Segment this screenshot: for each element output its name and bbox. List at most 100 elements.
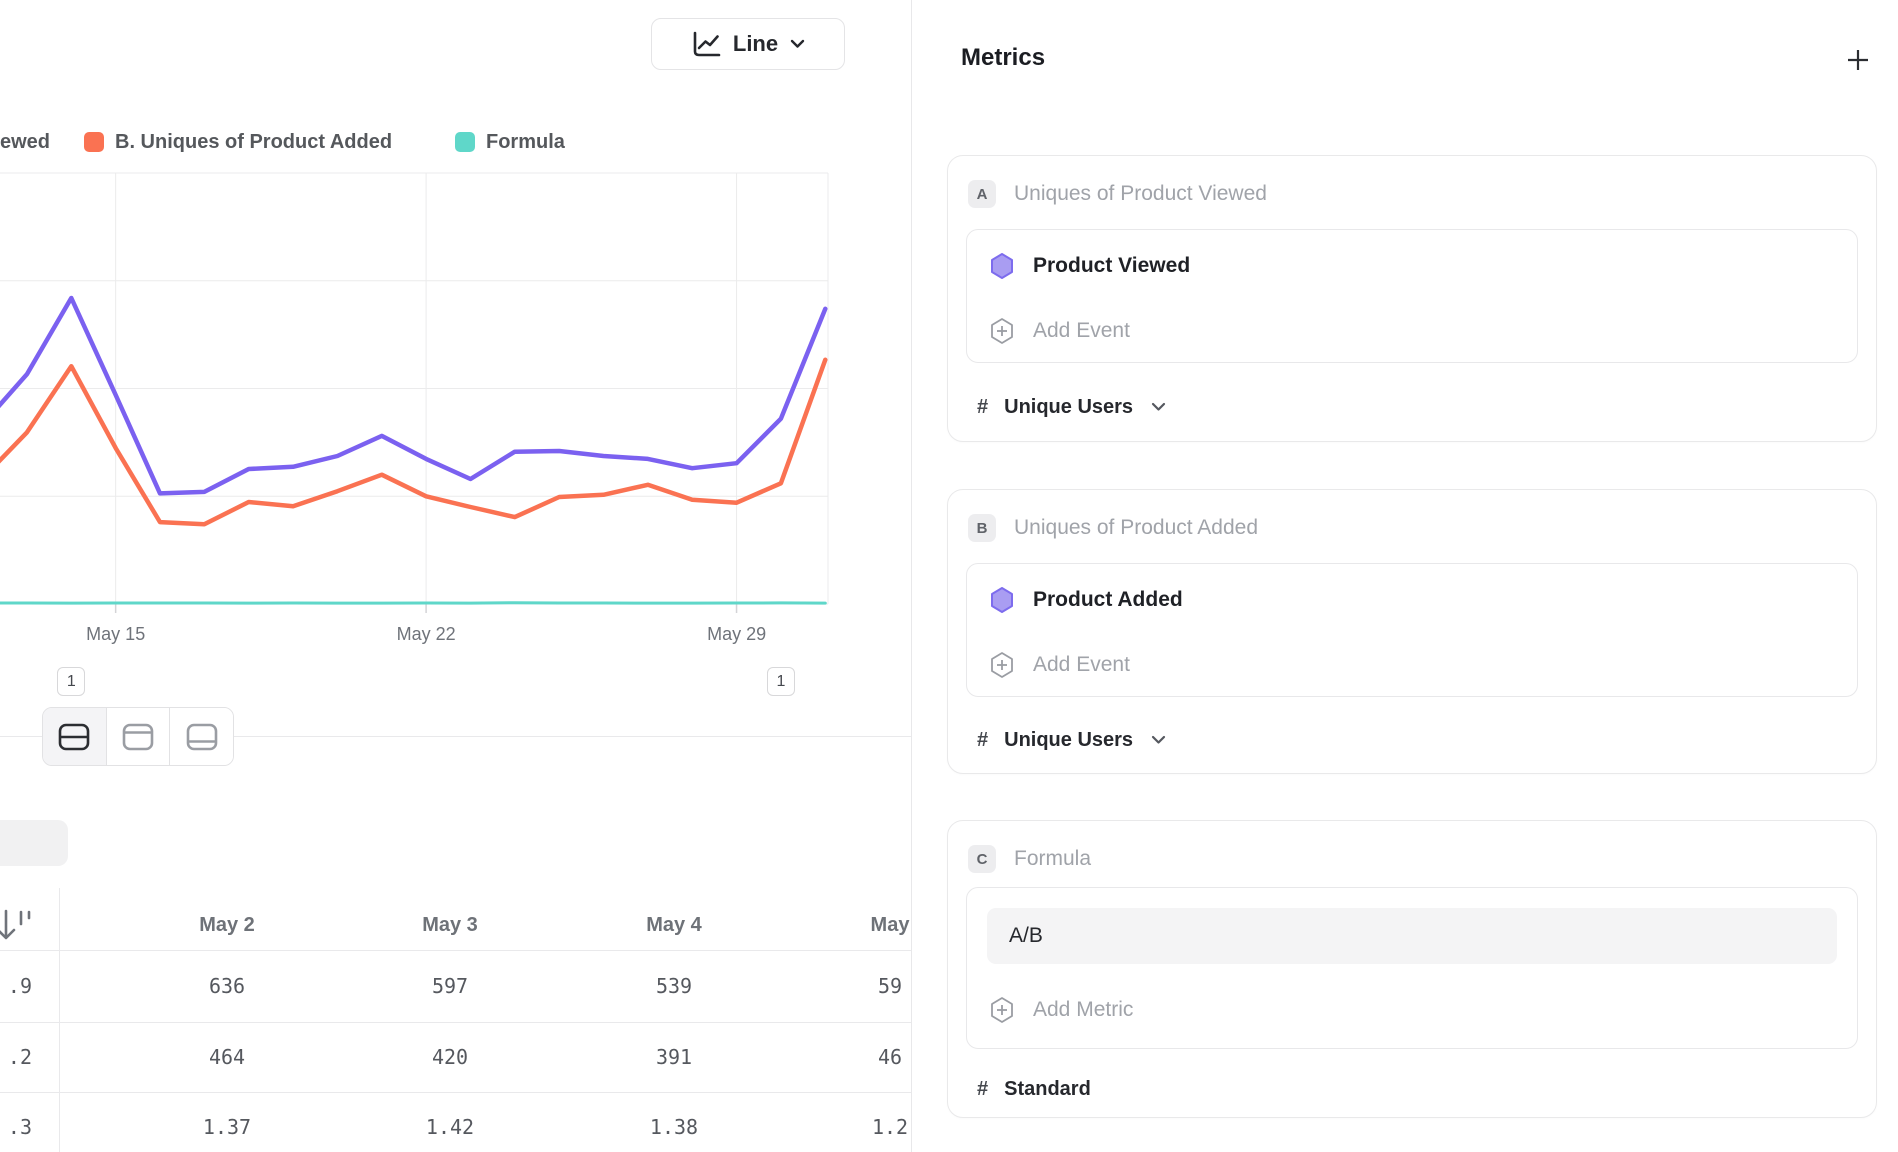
metric-card-b: B Uniques of Product Added Product Added	[947, 489, 1877, 774]
measure-selector[interactable]: # Unique Users	[977, 725, 1166, 755]
metrics-panel-title: Metrics	[961, 44, 1046, 71]
layout-split-button[interactable]	[43, 708, 106, 765]
add-metric-button[interactable]: Add Metric	[967, 988, 1857, 1032]
legend-item[interactable]: ewed	[0, 129, 50, 155]
series-line-a	[0, 295, 828, 496]
formula-input[interactable]: A/B	[987, 908, 1837, 964]
table-cell: 1.2	[871, 1115, 909, 1139]
legend-item[interactable]: B. Uniques of Product Added	[84, 129, 392, 155]
table-row-divider	[0, 1092, 911, 1093]
chart-type-dropdown[interactable]: Line	[651, 18, 845, 70]
metric-letter-badge: A	[968, 180, 996, 208]
event-hexagon-icon	[991, 253, 1013, 279]
layout-chart-bottom-button[interactable]	[169, 708, 233, 765]
line-chart-icon	[693, 31, 721, 56]
add-event-button[interactable]: Add Event	[967, 309, 1857, 353]
table-row-divider	[0, 950, 911, 951]
table-column-header[interactable]: May	[870, 914, 910, 936]
annotation-chip[interactable]: 1	[57, 667, 86, 696]
metric-card-title: Formula	[1014, 847, 1092, 870]
table-corner-chip[interactable]	[0, 820, 68, 866]
metric-letter-badge: B	[968, 514, 996, 542]
measure-selector[interactable]: # Standard	[977, 1074, 1091, 1104]
formula-group: A/B Add Metric	[966, 887, 1858, 1049]
table-row-divider	[0, 1022, 911, 1023]
event-hexagon-icon	[991, 587, 1013, 613]
add-event-label: Add Event	[1033, 319, 1130, 342]
table-column-divider	[59, 888, 60, 1152]
bottom-band-view-icon	[186, 723, 217, 750]
legend-item[interactable]: Formula	[455, 129, 565, 155]
legend-label: Formula	[486, 130, 565, 153]
hash-icon: #	[977, 395, 989, 418]
hash-icon: #	[977, 1077, 989, 1100]
measure-label: Standard	[1004, 1077, 1091, 1100]
table-cell: 1.37	[202, 1115, 252, 1139]
table-cell: 539	[655, 974, 693, 998]
chart-type-label: Line	[732, 31, 779, 56]
layout-toggle-group	[42, 707, 234, 766]
event-name: Product Added	[1033, 588, 1183, 611]
x-axis-label: May 22	[396, 624, 456, 644]
sort-descending-button[interactable]	[0, 907, 34, 943]
table-row-label-fragment: .3	[7, 1115, 32, 1139]
add-event-label: Add Event	[1033, 653, 1130, 676]
series-line-b	[0, 357, 828, 527]
chart-legend: ewed B. Uniques of Product Added Formula	[0, 129, 911, 155]
metrics-panel: Metrics A Uniques of Product Viewed Prod…	[912, 0, 1898, 1152]
chevron-down-icon	[1151, 402, 1166, 412]
event-row[interactable]: Product Added	[967, 578, 1857, 622]
sort-descending-icon	[0, 909, 31, 940]
add-event-button[interactable]: Add Event	[967, 643, 1857, 687]
add-metric-plus-button[interactable]	[1844, 46, 1872, 74]
event-row[interactable]: Product Viewed	[967, 244, 1857, 288]
table-row-label-fragment: .2	[7, 1045, 32, 1069]
legend-label: B. Uniques of Product Added	[115, 130, 393, 153]
section-divider	[0, 736, 911, 737]
table-cell: 464	[208, 1045, 246, 1069]
table-cell: 1.42	[425, 1115, 475, 1139]
table-cell: 391	[655, 1045, 693, 1069]
table-cell: 420	[431, 1045, 469, 1069]
table-column-header[interactable]: May 2	[199, 914, 255, 936]
add-event-hexagon-icon	[991, 652, 1013, 678]
annotation-chip[interactable]: 1	[766, 667, 795, 696]
x-axis-label: May 29	[707, 624, 767, 644]
plus-icon	[1848, 50, 1868, 70]
chevron-down-icon	[790, 39, 805, 48]
legend-label: ewed	[0, 130, 51, 153]
metric-letter-badge: C	[968, 845, 996, 873]
table-cell: 59	[877, 974, 903, 998]
table-cell: 1.38	[649, 1115, 699, 1139]
split-view-icon	[59, 723, 90, 750]
event-name: Product Viewed	[1033, 254, 1191, 277]
table-row-label-fragment: .9	[7, 974, 32, 998]
hash-icon: #	[977, 728, 989, 751]
metric-card-title: Uniques of Product Added	[1014, 516, 1259, 539]
metric-card-title: Uniques of Product Viewed	[1014, 182, 1267, 205]
legend-swatch	[455, 132, 475, 152]
add-event-hexagon-icon	[991, 318, 1013, 344]
panel-divider	[911, 0, 912, 1152]
event-group: Product Added Add Event	[966, 563, 1858, 697]
x-axis-label: May 15	[86, 624, 146, 644]
table-column-header[interactable]: May 4	[646, 914, 702, 936]
measure-label: Unique Users	[1004, 395, 1134, 418]
add-metric-hexagon-icon	[991, 997, 1013, 1023]
metric-card-c: C Formula A/B Add Metric # Stan	[947, 820, 1877, 1118]
top-band-view-icon	[122, 723, 154, 750]
formula-expression: A/B	[1009, 924, 1043, 947]
legend-swatch	[84, 132, 104, 152]
event-group: Product Viewed Add Event	[966, 229, 1858, 363]
table-column-header[interactable]: May 3	[422, 914, 478, 936]
measure-selector[interactable]: # Unique Users	[977, 392, 1166, 422]
metric-card-a: A Uniques of Product Viewed Product View…	[947, 155, 1877, 442]
layout-chart-top-button[interactable]	[105, 708, 170, 765]
measure-label: Unique Users	[1004, 728, 1134, 751]
chevron-down-icon	[1151, 735, 1166, 745]
table-cell: 46	[877, 1045, 903, 1069]
table-cell: 636	[208, 974, 246, 998]
add-metric-label: Add Metric	[1033, 998, 1134, 1021]
chart-section: Line ewed B. Uniques of Product Added Form…	[0, 0, 911, 1152]
